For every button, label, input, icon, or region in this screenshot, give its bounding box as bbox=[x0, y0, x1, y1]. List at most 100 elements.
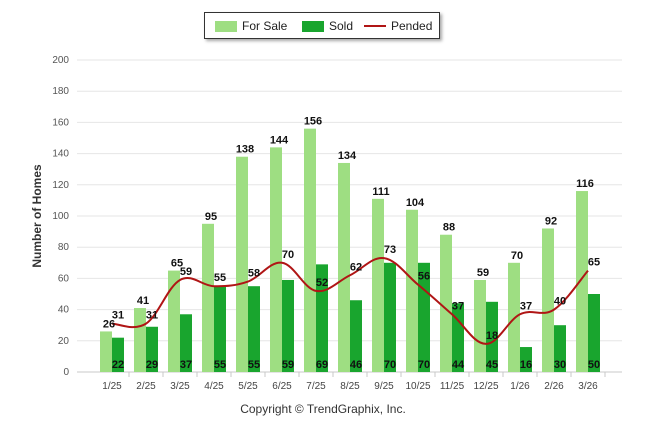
data-label-pended: 40 bbox=[554, 296, 566, 308]
bar-sold[interactable] bbox=[486, 301, 498, 372]
x-tick-label: 4/25 bbox=[204, 381, 224, 392]
legend-label-pended: Pended bbox=[391, 19, 433, 33]
y-tick-label: 160 bbox=[52, 117, 69, 128]
bar-sold[interactable] bbox=[112, 337, 124, 372]
data-label-sold: 69 bbox=[316, 359, 328, 371]
x-tick-label: 9/25 bbox=[374, 381, 394, 392]
data-label-sold: 70 bbox=[384, 359, 396, 371]
x-tick-label: 3/25 bbox=[170, 381, 190, 392]
data-label-sold: 37 bbox=[180, 359, 192, 371]
bar-for-sale[interactable] bbox=[134, 308, 146, 372]
bar-sold[interactable] bbox=[248, 286, 260, 372]
x-tick-label: 5/25 bbox=[238, 381, 258, 392]
bar-for-sale[interactable] bbox=[338, 162, 350, 372]
sold-swatch bbox=[302, 20, 324, 32]
data-label-sold: 16 bbox=[520, 359, 532, 371]
x-tick-label: 10/25 bbox=[405, 381, 430, 392]
data-label-pended: 52 bbox=[316, 277, 328, 289]
bar-for-sale[interactable] bbox=[508, 262, 520, 372]
data-label-for-sale: 59 bbox=[477, 267, 489, 279]
y-tick-label: 20 bbox=[58, 336, 70, 347]
bar-for-sale[interactable] bbox=[304, 128, 316, 372]
data-label-for-sale: 95 bbox=[205, 211, 217, 223]
bar-for-sale[interactable] bbox=[440, 234, 452, 372]
bar-sold[interactable] bbox=[214, 286, 226, 372]
data-label-pended: 58 bbox=[248, 268, 260, 280]
data-label-sold: 55 bbox=[214, 359, 226, 371]
bars bbox=[100, 128, 600, 372]
data-label-pended: 37 bbox=[452, 300, 464, 312]
data-label-sold: 50 bbox=[588, 359, 600, 371]
legend-label-for-sale: For Sale bbox=[242, 19, 288, 33]
y-tick-label: 80 bbox=[58, 242, 70, 253]
data-label-sold: 55 bbox=[248, 359, 260, 371]
x-axis-ticks: 1/25 2/25 3/25 4/25 5/25 6/25 7/25 8/25 9/25 10/2… bbox=[102, 372, 606, 392]
bar-for-sale[interactable] bbox=[168, 270, 180, 372]
x-tick-label: 8/25 bbox=[340, 381, 360, 392]
bar-sold[interactable] bbox=[282, 279, 294, 372]
y-tick-label: 200 bbox=[52, 55, 69, 66]
x-tick-label: 2/25 bbox=[136, 381, 156, 392]
bar-sold[interactable] bbox=[554, 325, 566, 372]
data-label-pended: 31 bbox=[112, 310, 124, 322]
legend-item-for-sale[interactable]: For Sale bbox=[215, 19, 287, 33]
bar-for-sale[interactable] bbox=[372, 198, 384, 372]
data-label-pended: 55 bbox=[214, 272, 226, 284]
data-label-for-sale: 138 bbox=[236, 144, 254, 156]
data-label-sold: 45 bbox=[486, 359, 498, 371]
bar-for-sale[interactable] bbox=[270, 147, 282, 372]
pended-series-line[interactable] bbox=[111, 257, 589, 345]
bar-sold[interactable] bbox=[520, 347, 532, 372]
bar-for-sale[interactable] bbox=[406, 209, 418, 372]
y-tick-label: 180 bbox=[52, 86, 69, 97]
bar-sold[interactable] bbox=[180, 314, 192, 372]
legend-item-sold[interactable]: Sold bbox=[302, 19, 353, 33]
y-tick-label: 140 bbox=[52, 149, 69, 160]
x-tick-label: 6/25 bbox=[272, 381, 292, 392]
data-label-sold: 29 bbox=[146, 359, 158, 371]
bar-sold[interactable] bbox=[146, 326, 158, 372]
data-label-sold: 59 bbox=[282, 359, 294, 371]
y-tick-label: 60 bbox=[58, 273, 70, 284]
data-label-pended: 37 bbox=[520, 300, 532, 312]
data-label-for-sale: 70 bbox=[511, 250, 523, 262]
bar-for-sale[interactable] bbox=[576, 191, 588, 372]
data-label-for-sale: 26 bbox=[103, 318, 115, 330]
pended-line bbox=[111, 257, 589, 345]
data-label-for-sale: 116 bbox=[576, 178, 594, 190]
legend-item-pended[interactable]: Pended bbox=[364, 19, 432, 33]
data-label-pended: 65 bbox=[588, 257, 600, 269]
data-label-for-sale: 111 bbox=[372, 186, 389, 198]
data-labels: 22 26 29 41 37 65 55 95 55 138 59 144 69 156 46 134 70 11… bbox=[103, 116, 600, 371]
data-label-sold: 70 bbox=[418, 359, 430, 371]
legend: For Sale Sold Pended bbox=[204, 12, 440, 39]
data-label-pended: 62 bbox=[350, 261, 362, 273]
y-tick-label: 40 bbox=[58, 305, 70, 316]
data-label-sold: 22 bbox=[112, 359, 124, 371]
data-label-for-sale: 144 bbox=[270, 134, 289, 146]
bar-sold[interactable] bbox=[384, 262, 396, 372]
legend-label-sold: Sold bbox=[329, 19, 354, 33]
data-label-for-sale: 134 bbox=[338, 150, 357, 162]
bar-for-sale[interactable] bbox=[100, 331, 112, 372]
bar-sold[interactable] bbox=[350, 300, 362, 372]
bar-sold[interactable] bbox=[418, 262, 430, 372]
bar-for-sale[interactable] bbox=[236, 156, 248, 372]
data-label-for-sale: 65 bbox=[171, 258, 183, 270]
bar-for-sale[interactable] bbox=[474, 279, 486, 372]
data-label-pended: 31 bbox=[146, 310, 158, 322]
data-label-for-sale: 104 bbox=[406, 197, 425, 209]
x-tick-label: 1/25 bbox=[102, 381, 122, 392]
bar-for-sale[interactable] bbox=[542, 228, 554, 372]
y-tick-label: 0 bbox=[63, 367, 69, 378]
data-label-for-sale: 41 bbox=[137, 295, 149, 307]
data-label-sold: 44 bbox=[452, 359, 465, 371]
copyright: Copyright © TrendGraphix, Inc. bbox=[240, 402, 406, 416]
bar-sold[interactable] bbox=[588, 294, 600, 372]
data-label-pended: 73 bbox=[384, 244, 396, 256]
bar-for-sale[interactable] bbox=[202, 223, 214, 372]
bar-sold[interactable] bbox=[452, 303, 464, 372]
data-label-pended: 59 bbox=[180, 266, 192, 278]
y-tick-label: 100 bbox=[52, 211, 69, 222]
